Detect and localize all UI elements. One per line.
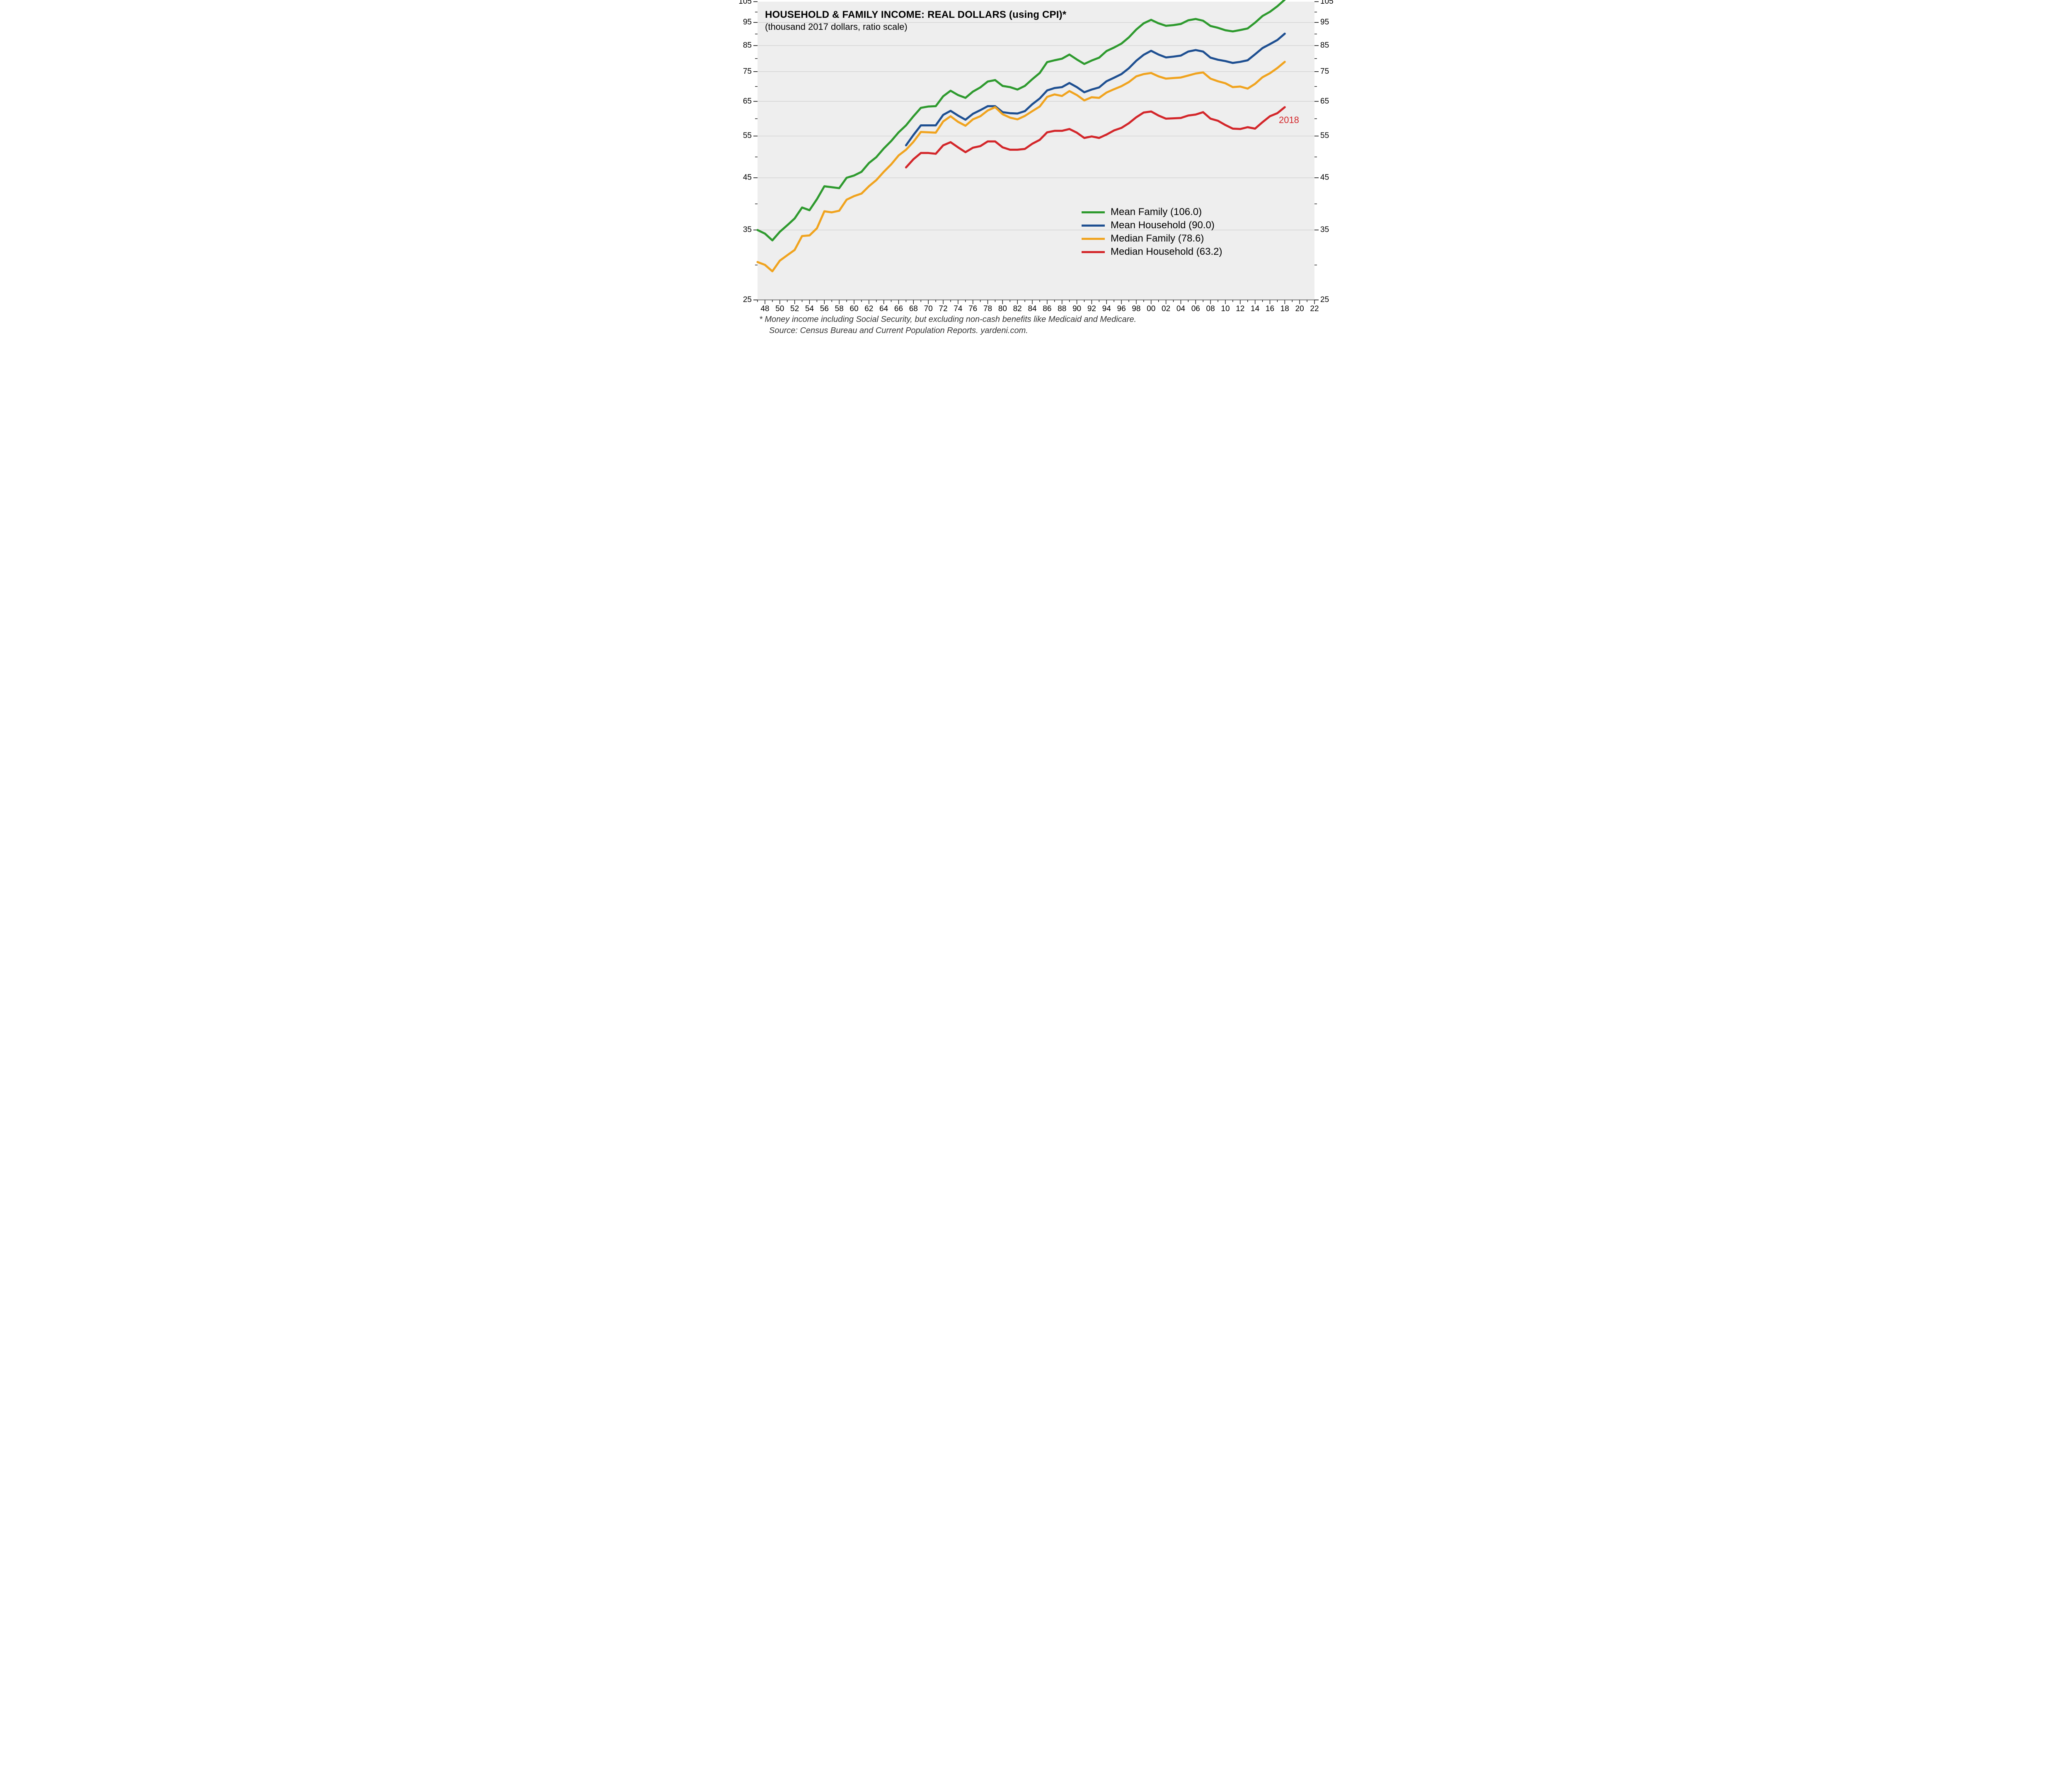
y-tick-label: 75 [1320, 68, 1329, 75]
x-tick-label: 60 [850, 305, 858, 313]
x-tick-label: 76 [968, 305, 977, 313]
x-tick-label: 84 [1028, 305, 1036, 313]
y-tick-label: 95 [743, 18, 752, 26]
year-annotation: 2018 [1279, 115, 1299, 126]
x-tick-label: 94 [1102, 305, 1111, 313]
y-tick-label: 25 [743, 296, 752, 304]
y-tick-label: 35 [1320, 226, 1329, 234]
x-tick-label: 98 [1132, 305, 1140, 313]
y-tick-label: 45 [743, 174, 752, 181]
x-tick-label: 66 [894, 305, 903, 313]
x-tick-label: 14 [1251, 305, 1259, 313]
legend-label: Median Family (78.6) [1111, 233, 1204, 244]
x-tick-label: 78 [983, 305, 992, 313]
y-tick-label: 105 [1320, 0, 1334, 5]
y-tick-label: 65 [1320, 97, 1329, 105]
x-tick-label: 02 [1162, 305, 1170, 313]
x-tick-label: 70 [924, 305, 933, 313]
chart-legend: Mean Family (106.0) Mean Household (90.0)… [1082, 206, 1222, 259]
chart-subtitle: (thousand 2017 dollars, ratio scale) [765, 22, 1066, 32]
chart-footnote: * Money income including Social Security… [759, 314, 1136, 336]
legend-swatch [1082, 211, 1105, 213]
chart-title: HOUSEHOLD & FAMILY INCOME: REAL DOLLARS … [765, 9, 1066, 21]
x-tick-label: 96 [1117, 305, 1126, 313]
legend-label: Mean Family (106.0) [1111, 206, 1202, 218]
x-tick-label: 06 [1191, 305, 1200, 313]
x-tick-label: 08 [1206, 305, 1215, 313]
x-tick-label: 88 [1058, 305, 1066, 313]
y-tick-label: 105 [738, 0, 752, 5]
series-line [906, 107, 1285, 167]
y-tick-label: 85 [1320, 41, 1329, 49]
y-tick-label: 55 [743, 132, 752, 140]
x-tick-label: 20 [1295, 305, 1304, 313]
legend-item: Mean Family (106.0) [1082, 206, 1222, 218]
x-tick-label: 74 [954, 305, 962, 313]
x-tick-label: 72 [939, 305, 947, 313]
x-tick-label: 00 [1147, 305, 1155, 313]
legend-swatch [1082, 225, 1105, 227]
x-tick-label: 52 [790, 305, 799, 313]
y-tick-label: 55 [1320, 132, 1329, 140]
x-tick-label: 82 [1013, 305, 1022, 313]
y-tick-label: 95 [1320, 18, 1329, 26]
legend-label: Mean Household (90.0) [1111, 220, 1215, 231]
y-tick-label: 45 [1320, 174, 1329, 181]
y-tick-label: 75 [743, 68, 752, 75]
x-tick-label: 80 [998, 305, 1007, 313]
x-tick-label: 86 [1043, 305, 1051, 313]
y-tick-label: 35 [743, 226, 752, 234]
x-tick-label: 62 [864, 305, 873, 313]
x-tick-label: 48 [760, 305, 769, 313]
x-tick-label: 18 [1280, 305, 1289, 313]
x-tick-label: 50 [775, 305, 784, 313]
x-tick-label: 22 [1310, 305, 1319, 313]
x-tick-label: 92 [1087, 305, 1096, 313]
footnote-line-1: * Money income including Social Security… [759, 314, 1136, 325]
x-tick-label: 04 [1176, 305, 1185, 313]
x-tick-label: 64 [879, 305, 888, 313]
x-tick-label: 68 [909, 305, 918, 313]
x-tick-label: 58 [835, 305, 844, 313]
legend-swatch [1082, 251, 1105, 253]
legend-item: Median Household (63.2) [1082, 246, 1222, 258]
y-tick-label: 25 [1320, 296, 1329, 304]
series-line [758, 0, 1285, 240]
legend-item: Median Family (78.6) [1082, 233, 1222, 244]
chart-title-block: HOUSEHOLD & FAMILY INCOME: REAL DOLLARS … [765, 9, 1066, 32]
legend-swatch [1082, 238, 1105, 240]
x-tick-label: 90 [1072, 305, 1081, 313]
x-tick-label: 12 [1236, 305, 1244, 313]
y-tick-label: 65 [743, 97, 752, 105]
legend-item: Mean Household (90.0) [1082, 220, 1222, 231]
series-line [906, 34, 1285, 145]
x-tick-label: 16 [1266, 305, 1274, 313]
chart-svg [733, 0, 1339, 341]
x-tick-label: 54 [805, 305, 814, 313]
y-tick-label: 85 [743, 41, 752, 49]
income-line-chart: HOUSEHOLD & FAMILY INCOME: REAL DOLLARS … [733, 0, 1339, 341]
legend-label: Median Household (63.2) [1111, 246, 1222, 258]
x-tick-label: 10 [1221, 305, 1230, 313]
x-tick-label: 56 [820, 305, 829, 313]
footnote-line-2: Source: Census Bureau and Current Popula… [769, 325, 1136, 336]
